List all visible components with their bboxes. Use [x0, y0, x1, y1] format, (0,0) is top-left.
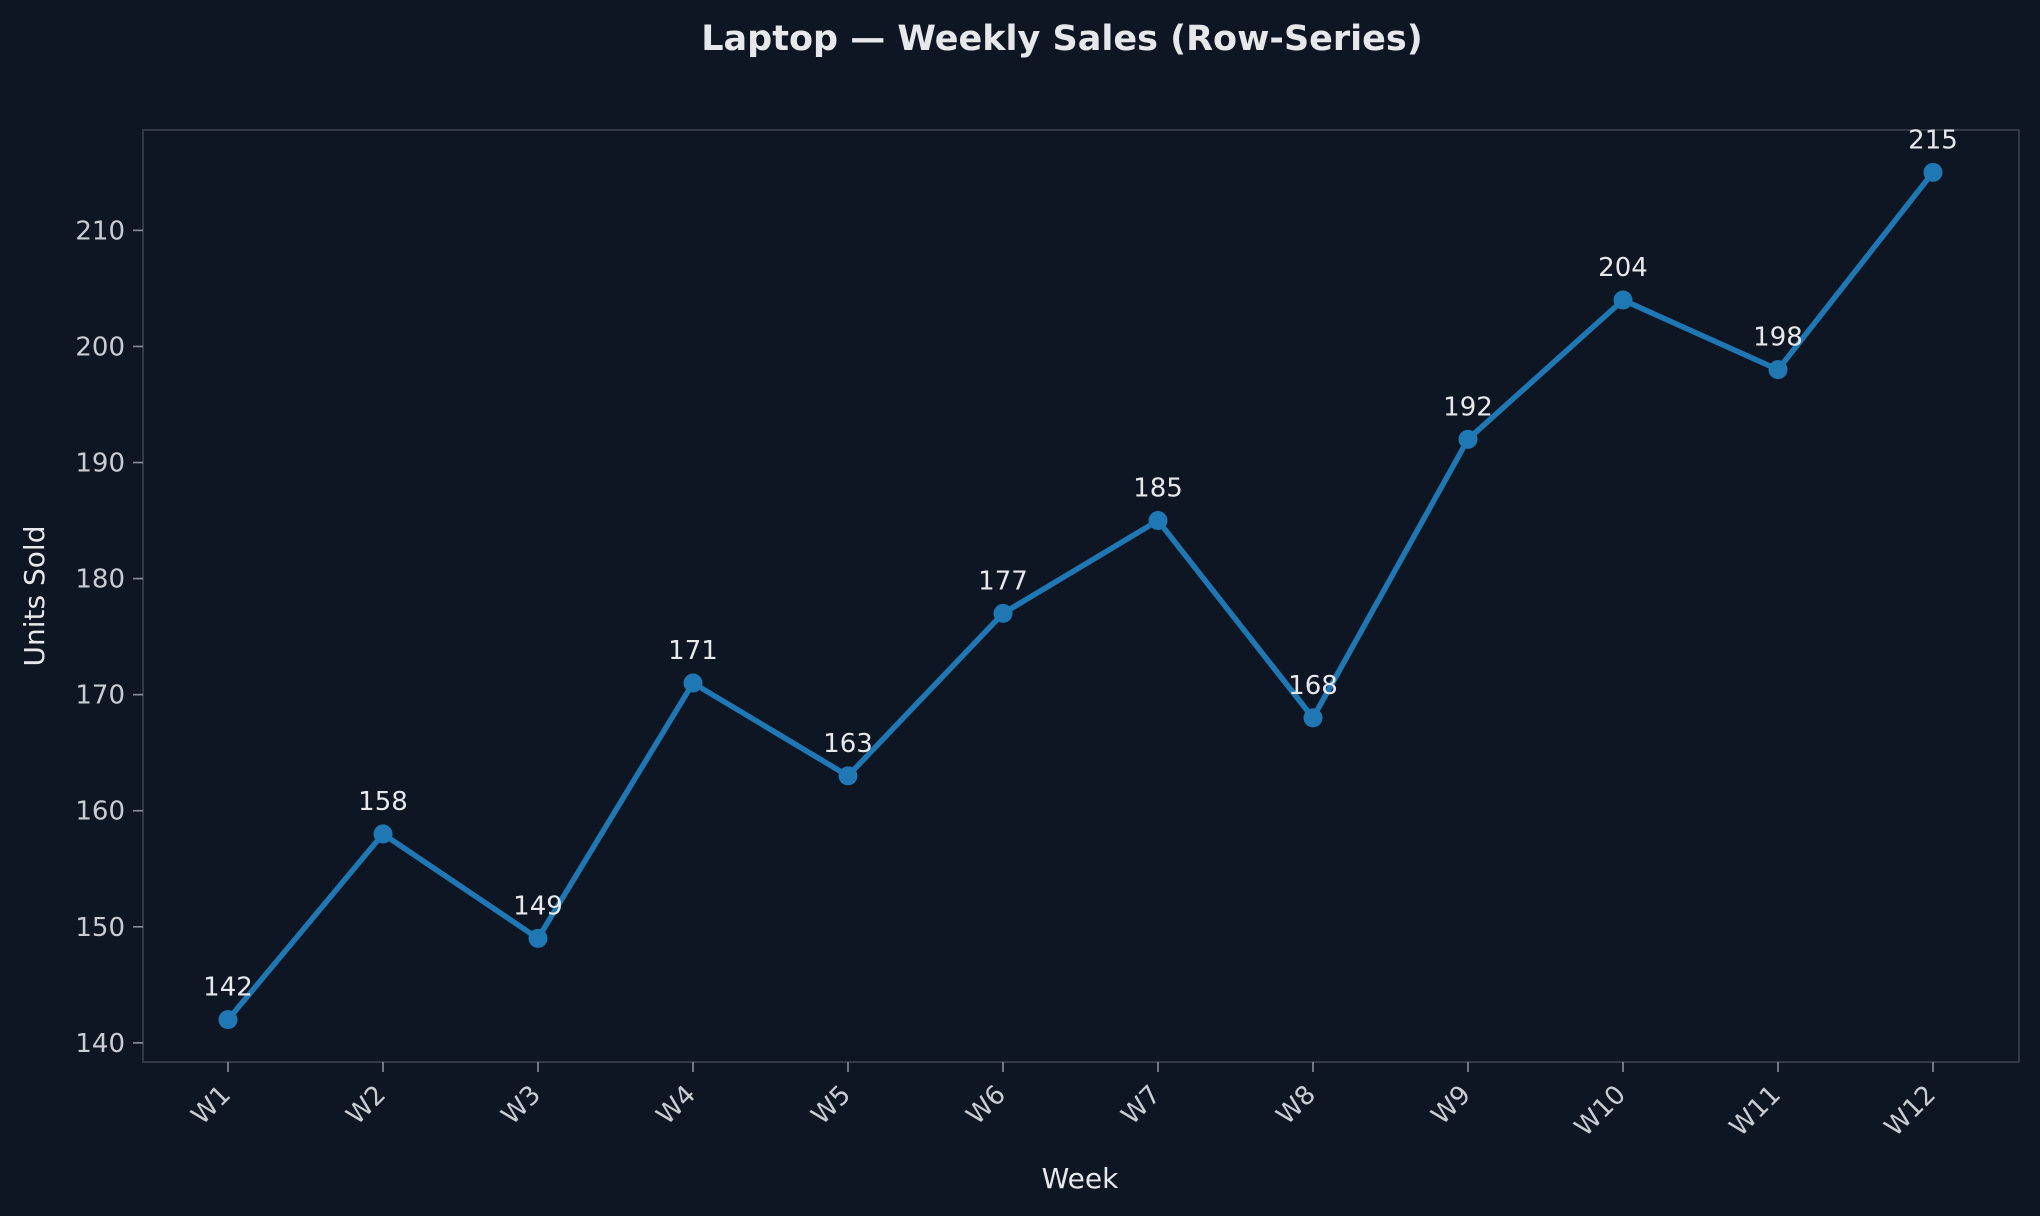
data-point [1148, 511, 1168, 531]
y-tick-label: 170 [75, 681, 125, 711]
data-point [1458, 429, 1478, 449]
y-tick-label: 200 [75, 332, 125, 362]
data-point [993, 603, 1013, 623]
data-label: 142 [203, 973, 253, 1003]
data-point [218, 1010, 238, 1030]
data-point [683, 673, 703, 693]
plot-frame [142, 129, 2020, 1063]
data-label: 177 [978, 566, 1028, 596]
data-labels: 142 158 149 171 163 177 185 168 192 204 198 215 [203, 125, 1958, 1002]
data-label: 198 [1753, 323, 1803, 353]
y-tick-label: 210 [75, 216, 125, 246]
y-tick-label: 160 [75, 797, 125, 827]
data-label: 185 [1133, 474, 1183, 504]
data-point [1923, 162, 1943, 182]
y-tick-label: 140 [75, 1029, 125, 1059]
y-tick-label: 150 [75, 913, 125, 943]
data-label: 163 [823, 729, 873, 759]
y-axis: 140 150 160 170 180 190 200 210 [75, 216, 143, 1059]
data-label: 168 [1288, 671, 1338, 701]
data-point [1613, 290, 1633, 310]
data-point [528, 928, 548, 948]
data-label: 158 [358, 787, 408, 817]
data-point [373, 824, 393, 844]
y-tick-label: 180 [75, 565, 125, 595]
y-axis-label: Units Sold [18, 526, 51, 667]
data-label: 204 [1598, 253, 1648, 283]
data-label: 215 [1908, 125, 1958, 155]
data-point [1303, 708, 1323, 728]
x-axis-label: Week [1042, 1162, 1119, 1195]
data-label: 149 [513, 891, 563, 921]
series [218, 162, 1943, 1030]
data-point [838, 766, 858, 786]
y-tick-label: 190 [75, 449, 125, 479]
data-label: 171 [668, 636, 718, 666]
chart-title: Laptop — Weekly Sales (Row-Series) [701, 19, 1422, 59]
data-point [1768, 360, 1788, 380]
series-line [225, 169, 1936, 1023]
data-label: 192 [1443, 392, 1493, 422]
